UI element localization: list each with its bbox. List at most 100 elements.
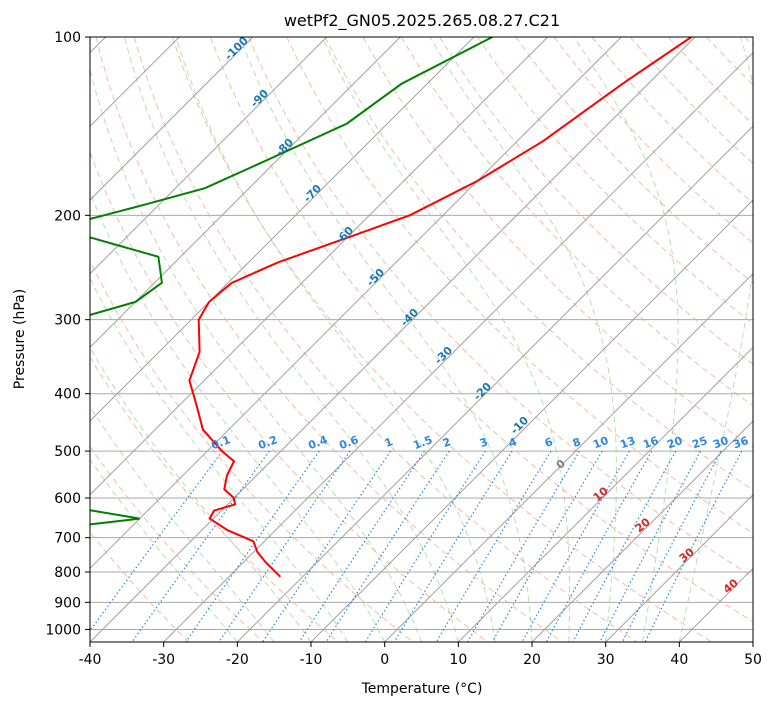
y-tick-label: 800	[54, 565, 81, 581]
mixing-ratio-label: 0.1	[209, 433, 232, 452]
mixing-ratio-label: 16	[641, 434, 660, 452]
moist-adiabat-line	[573, 37, 679, 642]
moist-adiabat-line	[321, 37, 571, 642]
plot-frame	[89, 36, 754, 643]
dewpoint-profile-line	[90, 37, 493, 526]
x-tick-label: 30	[597, 652, 615, 668]
background-lines	[90, 37, 753, 642]
isotherm-line	[457, 346, 753, 642]
isotherm-line	[310, 199, 753, 642]
isotherm-line	[90, 37, 254, 201]
x-tick-label: 40	[670, 652, 688, 668]
mixing-ratio-line	[185, 450, 320, 642]
moist-adiabat-line	[678, 37, 753, 642]
x-axis-title: Temperature (°C)	[361, 681, 483, 697]
isotherm-line	[90, 37, 549, 496]
isotherm-line	[90, 37, 622, 570]
isotherm-line	[752, 641, 753, 642]
temperature-profile-line	[188, 37, 692, 578]
mixing-ratio-label: 13	[618, 434, 637, 451]
mixing-ratio-line	[621, 450, 722, 642]
mixing-ratio-label: 25	[690, 434, 709, 451]
x-axis: -40 -30 -20 -10 0 10 20 30 40 50	[79, 642, 762, 668]
mixing-ratio-line	[491, 450, 603, 642]
x-tick-label: 20	[523, 652, 541, 668]
mixing-ratio-label: 1	[383, 435, 395, 450]
mixing-ratio-line	[644, 450, 743, 642]
dry-adiabat-line	[210, 37, 753, 623]
mixing-ratio-line	[218, 450, 351, 642]
mixing-ratio-label: 30	[711, 434, 730, 452]
mixing-ratio-label: 3	[478, 435, 490, 450]
mixing-ratio-label: 0.6	[337, 433, 360, 452]
x-tick-label: -40	[79, 652, 102, 668]
moist-adiabat-line	[90, 405, 275, 642]
moist-adiabat-line	[90, 67, 422, 642]
dry-adiabat-line	[477, 37, 753, 325]
x-tick-label: -30	[152, 652, 175, 668]
mixing-ratio-line	[545, 450, 653, 642]
dry-adiabat-line	[438, 37, 753, 366]
mixing-ratio-label: 0.4	[306, 433, 329, 452]
moist-adiabat-line	[90, 458, 238, 642]
y-tick-label: 400	[54, 387, 81, 403]
y-tick-label: 500	[54, 444, 81, 460]
mixing-ratio-label: 8	[571, 435, 583, 450]
mixing-ratio-line	[572, 450, 677, 642]
x-tick-label: 50	[744, 652, 762, 668]
mixing-ratio-label: 2	[441, 435, 453, 450]
mixing-ratio-line	[262, 450, 392, 642]
chart-title: wetPf2_GN05.2025.265.08.27.C21	[284, 11, 560, 31]
plot-background	[90, 37, 753, 642]
mixing-ratio-label: 20	[665, 434, 684, 452]
moist-adiabat-line	[239, 37, 533, 642]
isotherm-line	[90, 37, 696, 642]
dry-adiabat-line	[248, 37, 753, 578]
mixing-ratio-line	[393, 450, 513, 642]
moist-adiabat-line	[90, 190, 386, 642]
y-tick-label: 200	[54, 208, 81, 224]
mixing-ratio-label: 4	[507, 435, 519, 450]
mixing-ratio-line	[298, 450, 425, 642]
x-tick-label: -10	[300, 652, 323, 668]
y-axis: 100 200 300 400 500 600 700 800 900 1000	[45, 30, 90, 638]
y-tick-label: 700	[54, 531, 81, 547]
dry-adiabat-line	[90, 356, 339, 642]
moist-adiabat-line	[124, 37, 459, 642]
mixing-ratio-line	[521, 450, 631, 642]
profile-lines	[90, 37, 692, 578]
isotherm-line	[531, 420, 753, 642]
isotherm-line	[90, 37, 328, 275]
mixing-ratio-label: 1.5	[411, 433, 434, 452]
isotherm-line	[163, 51, 753, 642]
moist-adiabat-line	[175, 37, 496, 642]
isotherm-line	[90, 37, 401, 349]
mixing-ratio-line	[599, 450, 702, 642]
y-tick-label: 100	[54, 30, 81, 46]
mixing-ratio-label: 10	[591, 434, 610, 452]
y-tick-label: 600	[54, 491, 81, 507]
dry-adiabat-line	[324, 37, 753, 491]
y-tick-label: 300	[54, 313, 81, 329]
mixing-ratio-line	[90, 450, 223, 632]
y-tick-label: 1000	[45, 622, 81, 638]
x-tick-label: 10	[449, 652, 467, 668]
isotherm-line	[384, 272, 753, 642]
mixing-ratio-label: 36	[731, 434, 750, 452]
moist-adiabat-line	[90, 277, 349, 642]
isotherm-line	[90, 37, 475, 422]
isotherm-line	[236, 125, 753, 642]
dry-adiabat-line	[90, 150, 488, 642]
y-tick-label: 900	[54, 595, 81, 611]
mixing-ratio-label: 0.2	[256, 433, 279, 452]
dry-adiabat-line	[95, 37, 563, 642]
dry-adiabat-line	[133, 37, 638, 642]
isotherm-line	[605, 493, 753, 642]
mixing-ratio-label: 6	[543, 435, 555, 450]
x-tick-label: 0	[380, 652, 389, 668]
moist-adiabat-line	[429, 37, 617, 642]
dry-adiabat-line	[90, 445, 264, 642]
y-axis-title: Pressure (hPa)	[12, 289, 28, 389]
x-tick-label: -20	[226, 652, 249, 668]
